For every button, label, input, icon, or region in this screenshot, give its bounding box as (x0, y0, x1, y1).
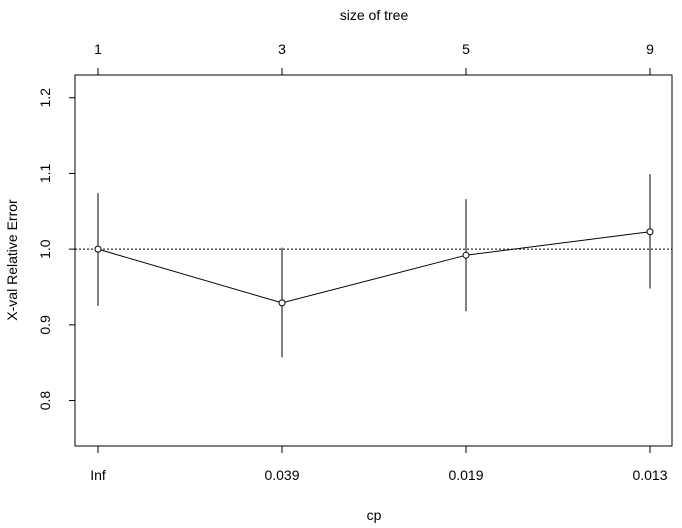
data-point (646, 228, 654, 236)
x-tick-label: Inf (90, 467, 106, 483)
data-point (94, 245, 102, 253)
y-tick-label: 1.1 (37, 163, 53, 183)
data-point (462, 251, 470, 259)
data-point (278, 299, 286, 307)
series-line (97, 231, 651, 304)
plot-marks: 0.8 0.9 1.0 1.1 1.2 Inf 0.039 0.019 0.013 1 3 5 9 (37, 41, 672, 483)
x-tick-label: 0.039 (264, 467, 299, 483)
y-tick-label: 1.0 (37, 239, 53, 259)
top-tick-label: 9 (646, 41, 654, 57)
top-tick-label: 1 (94, 41, 102, 57)
x-tick-label: 0.019 (448, 467, 483, 483)
y-tick-label: 0.8 (37, 391, 53, 411)
plot-box (74, 74, 673, 447)
x-axis-label: cp (367, 507, 382, 523)
y-tick-label: 1.2 (37, 88, 53, 108)
top-tick-label: 3 (278, 41, 286, 57)
top-tick-label: 5 (462, 41, 470, 57)
x-tick-label: 0.013 (632, 467, 667, 483)
y-tick-label: 0.9 (37, 315, 53, 335)
top-axis-label: size of tree (340, 7, 409, 23)
y-axis-label: X-val Relative Error (4, 199, 20, 321)
